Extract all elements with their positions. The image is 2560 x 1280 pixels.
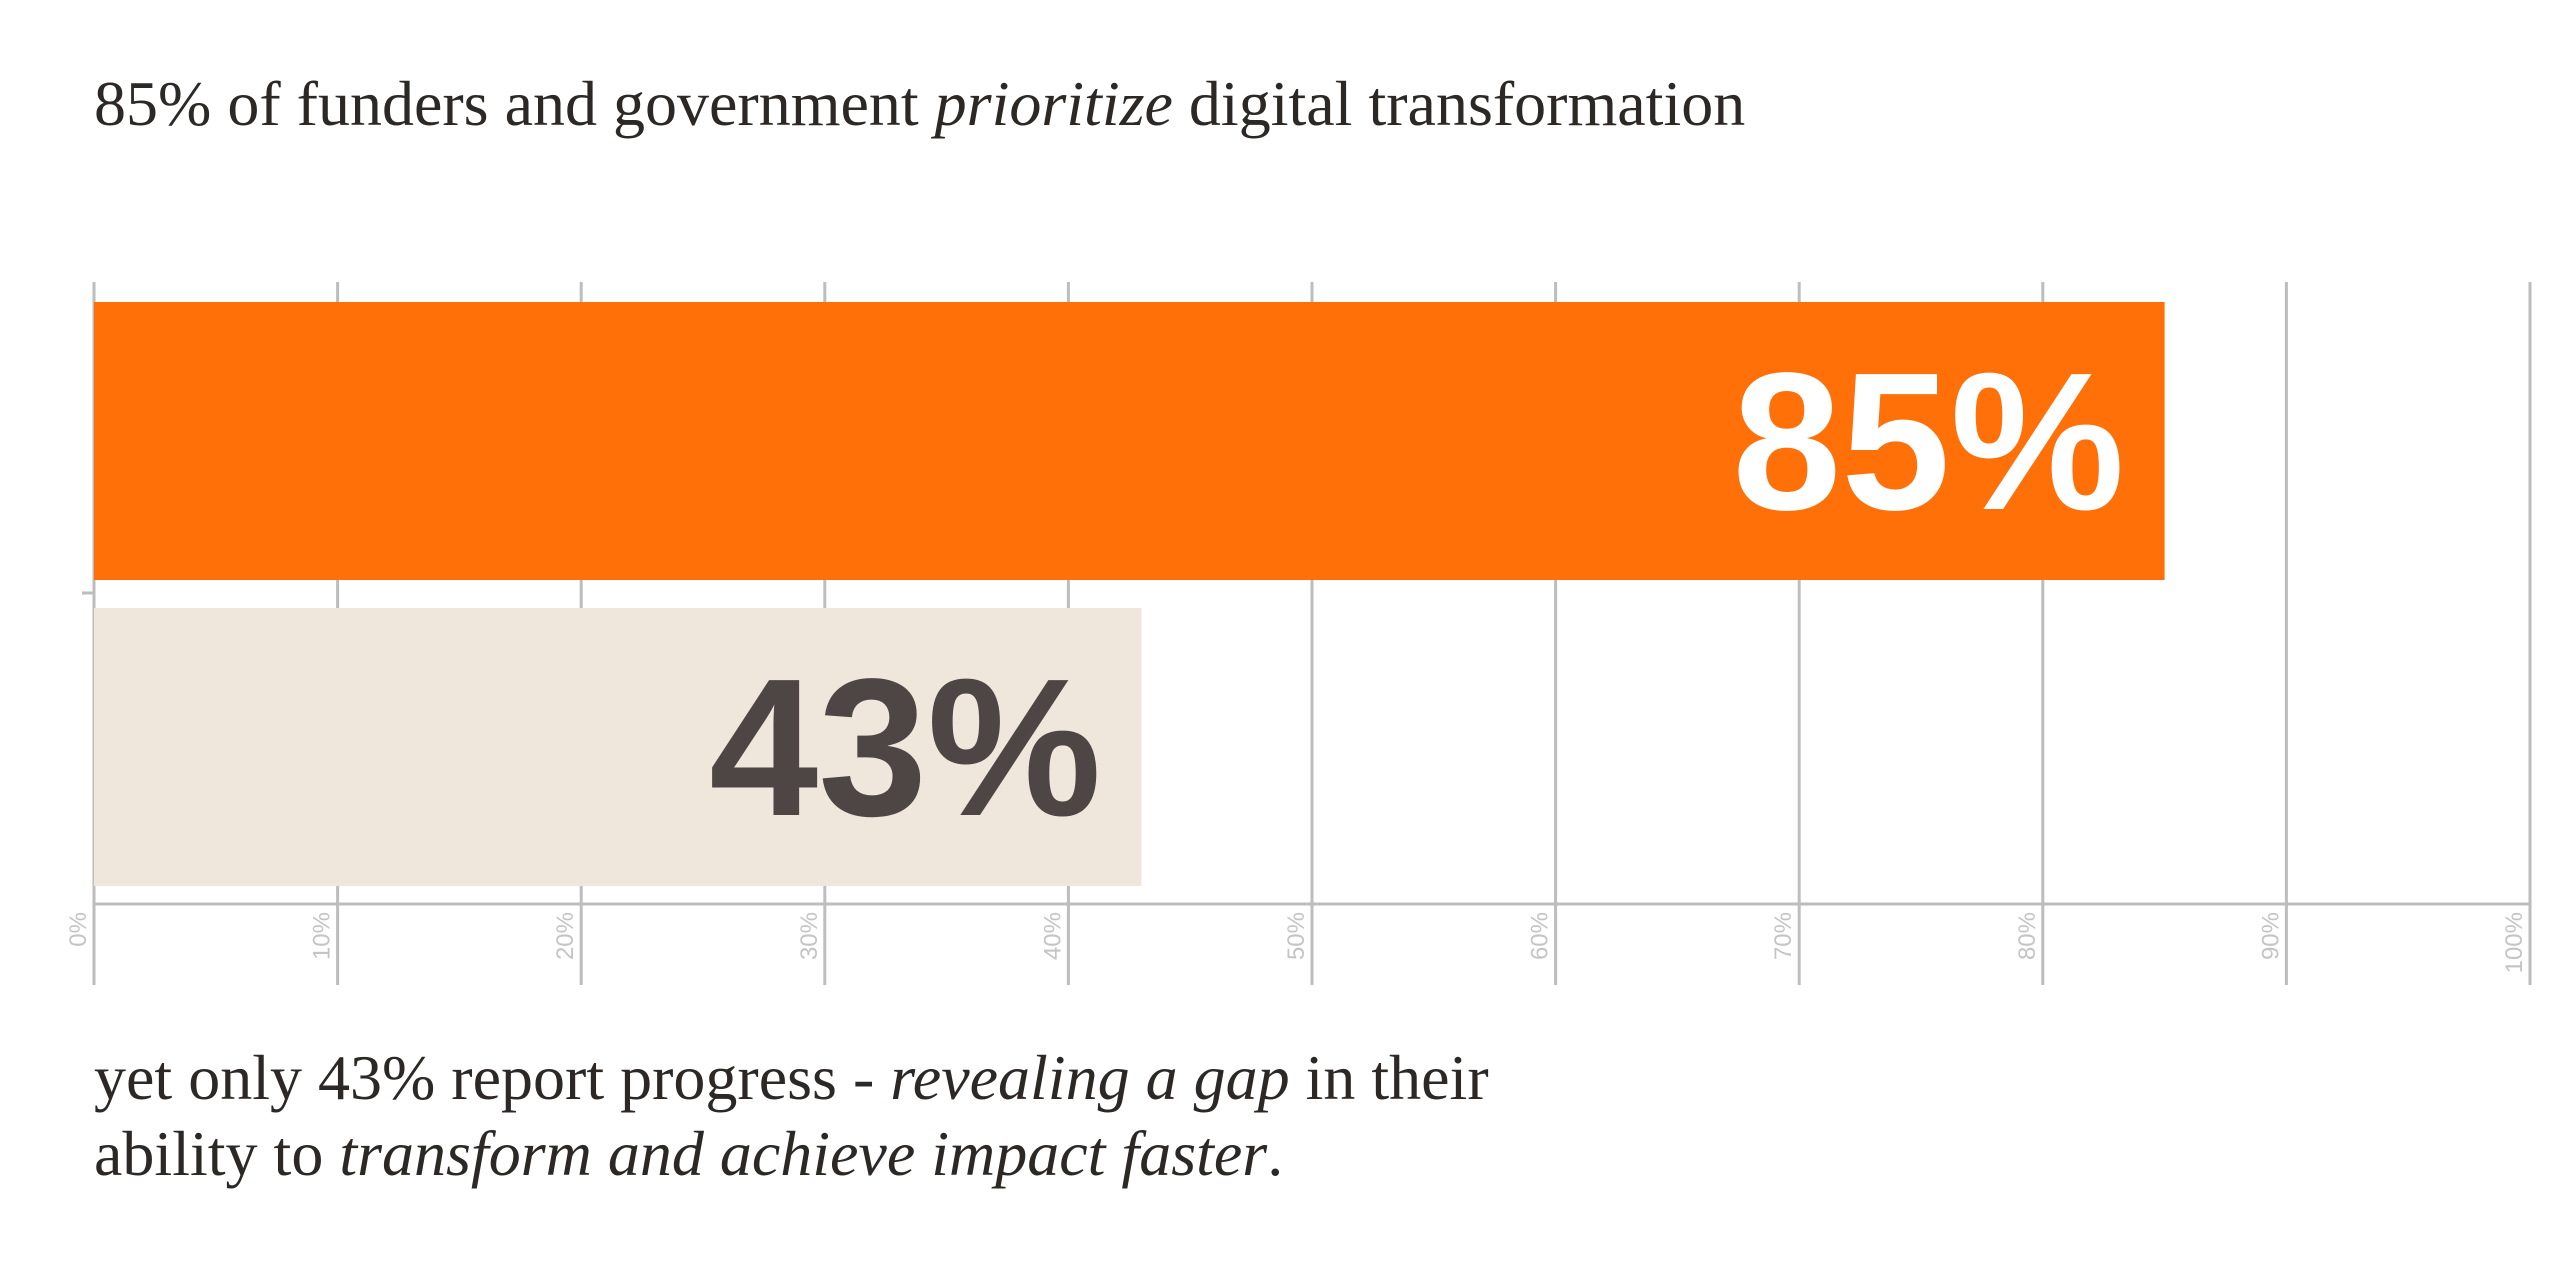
x-tick-label-100: 100%: [2501, 912, 2528, 973]
x-tick-label-50: 50%: [1283, 912, 1310, 960]
headline-lead: 85% of funders and government: [94, 68, 935, 139]
x-tick-label-60: 60%: [1527, 912, 1554, 960]
bar-value-label-primary: 85%: [1732, 332, 2124, 551]
x-tick-label-10: 10%: [309, 912, 336, 960]
bar-primary: [94, 302, 2165, 580]
bars: 85% 43%: [94, 302, 2165, 886]
x-tick-label-80: 80%: [2014, 912, 2041, 960]
bar-secondary: [94, 608, 1142, 886]
caption-part-1: yet only 43% report progress -: [94, 1042, 891, 1113]
x-tick-label-0: 0%: [65, 912, 92, 947]
caption-emphasis-2: transform and achieve impact faster: [339, 1118, 1268, 1189]
x-tick-label-40: 40%: [1039, 912, 1066, 960]
caption-part-2: in their: [1289, 1042, 1489, 1113]
x-tick-label-70: 70%: [1770, 912, 1797, 960]
x-tick-label-30: 30%: [796, 912, 823, 960]
caption-part-3: ability to: [94, 1118, 340, 1189]
headline-emphasis: prioritize: [934, 68, 1173, 139]
bar-value-label-secondary: 43%: [709, 638, 1101, 857]
x-axis: 0% 10% 20% 30% 40% 50% 60% 70% 80% 90% 100%: [65, 902, 2530, 973]
x-tick-label-90: 90%: [2257, 912, 2284, 960]
chart-headline: 85% of funders and government prioritize…: [94, 62, 1745, 146]
caption-emphasis-1: revealing a gap: [890, 1042, 1290, 1113]
chart-caption: yet only 43% report progress - revealing…: [94, 1040, 1894, 1192]
bar-chart: 85% 43% 0% 10% 20% 30% 40% 50% 60% 70% 80% 90% 100%: [65, 282, 2532, 985]
x-tick-label-20: 20%: [552, 912, 579, 960]
caption-part-4: .: [1267, 1118, 1284, 1189]
headline-tail: digital transformation: [1172, 68, 1746, 139]
